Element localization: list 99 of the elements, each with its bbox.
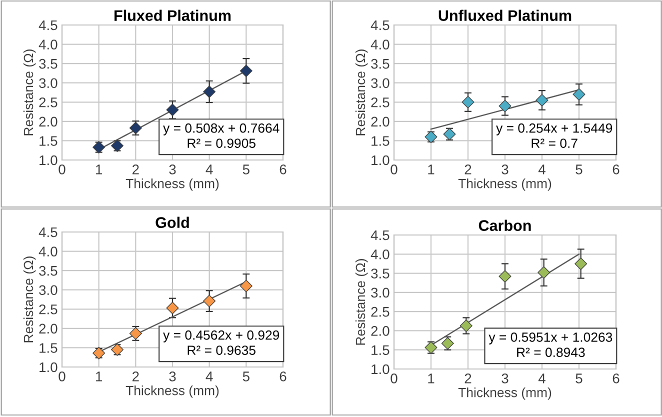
point xyxy=(203,294,216,308)
x-tick-label: 6 xyxy=(280,164,286,174)
x-tick-label: 2 xyxy=(132,164,139,174)
x-tick-label: 0 xyxy=(390,374,398,384)
chart-title: Fluxed Platinum xyxy=(114,10,231,21)
x-tick-label: 0 xyxy=(58,164,66,174)
y-tick-label: 4.5 xyxy=(370,20,390,30)
annotation: y = 0.4562x + 0.929 xyxy=(163,330,280,342)
y-tick-label: 4.0 xyxy=(370,40,390,50)
y-tick-label: 2.0 xyxy=(371,326,390,336)
point xyxy=(441,337,454,350)
x-tick-label: 5 xyxy=(242,372,250,382)
annotation: R² = 0.8943 xyxy=(517,348,585,358)
x-tick-label: 4 xyxy=(206,164,213,174)
x-tick-label: 6 xyxy=(280,372,286,382)
x-tick-label: 3 xyxy=(169,372,176,382)
y-tick-label: 2.0 xyxy=(39,116,58,127)
y-tick-label: 1.0 xyxy=(372,155,390,166)
point xyxy=(92,346,106,360)
y-tick-label: 3.0 xyxy=(39,285,58,296)
x-tick-label: 4 xyxy=(206,372,213,382)
y-tick-label: 1.5 xyxy=(40,343,58,353)
x-tick-label: 1 xyxy=(428,374,434,384)
point xyxy=(166,104,179,116)
y-tick-label: 1.0 xyxy=(40,362,58,372)
point xyxy=(538,266,550,279)
x-tick-label: 3 xyxy=(502,164,508,174)
point xyxy=(498,100,512,112)
y-axis-title: Resistance (Ω) xyxy=(23,256,36,342)
y-tick-label: 2.5 xyxy=(371,97,390,108)
chart-title: Gold xyxy=(156,216,189,228)
y-tick-label: 4.5 xyxy=(370,230,390,240)
point xyxy=(462,96,474,108)
x-tick-label: 2 xyxy=(464,374,472,384)
y-tick-label: 1.5 xyxy=(372,136,390,146)
x-tick-label: 4 xyxy=(538,374,546,384)
annotation: R² = 0.9905 xyxy=(188,138,256,148)
annotation: y = 0.5951x + 1.0263 xyxy=(488,332,612,344)
x-tick-label: 6 xyxy=(612,374,620,384)
x-axis-title: Thickness (mm) xyxy=(458,178,552,191)
y-tick-label: 2.5 xyxy=(371,306,390,317)
x-tick-label: 4 xyxy=(538,164,546,174)
x-tick-label: 0 xyxy=(390,164,398,174)
point xyxy=(129,122,142,134)
y-axis-title: Resistance (Ω) xyxy=(23,50,36,136)
point xyxy=(240,64,252,78)
point xyxy=(460,319,472,332)
point xyxy=(572,88,586,101)
y-tick-label: 2.5 xyxy=(39,304,58,314)
y-tick-label: 3.5 xyxy=(371,268,390,278)
point xyxy=(574,257,588,270)
y-tick-label: 4.5 xyxy=(38,20,58,30)
x-tick-label: 5 xyxy=(576,374,582,384)
x-tick-label: 3 xyxy=(169,164,176,174)
chart-title: Unfluxed Platinum xyxy=(438,10,572,21)
x-tick-label: 1 xyxy=(96,372,102,382)
point xyxy=(536,94,548,106)
y-tick-label: 3.5 xyxy=(39,58,58,69)
annotation: y = 0.508x + 0.7664 xyxy=(163,123,280,136)
y-tick-label: 3.5 xyxy=(371,58,390,69)
y-tick-label: 2.0 xyxy=(371,116,390,127)
y-axis-title: Resistance (Ω) xyxy=(355,259,368,345)
point xyxy=(203,85,216,98)
y-tick-label: 3.0 xyxy=(371,78,390,88)
x-tick-label: 1 xyxy=(96,164,102,174)
x-tick-label: 3 xyxy=(502,374,508,384)
y-tick-label: 3.0 xyxy=(371,288,390,298)
y-tick-label: 1.5 xyxy=(40,136,58,146)
x-tick-label: 2 xyxy=(132,372,139,382)
y-tick-label: 1.0 xyxy=(372,364,390,374)
annotation: y = 0.254x + 1.5449 xyxy=(496,123,612,136)
y-tick-label: 4.5 xyxy=(38,227,58,238)
x-tick-label: 5 xyxy=(242,164,250,174)
y-tick-label: 2.0 xyxy=(39,324,58,334)
x-axis-title: Thickness (mm) xyxy=(126,178,219,191)
y-tick-label: 2.5 xyxy=(39,97,58,108)
y-tick-label: 4.0 xyxy=(38,246,58,256)
annotation: R² = 0.7 xyxy=(532,138,578,148)
x-tick-label: 5 xyxy=(576,164,582,174)
point xyxy=(166,302,179,314)
y-tick-label: 4.0 xyxy=(38,40,58,50)
y-axis-title: Resistance (Ω) xyxy=(355,50,368,136)
y-tick-label: 1.5 xyxy=(372,345,390,356)
point xyxy=(92,141,106,154)
y-tick-label: 4.0 xyxy=(370,249,390,260)
point xyxy=(240,280,252,292)
annotation: R² = 0.9635 xyxy=(188,346,256,355)
x-axis-title: Thickness (mm) xyxy=(458,388,552,400)
point xyxy=(129,327,142,340)
y-tick-label: 3.5 xyxy=(39,266,58,276)
chart-title: Carbon xyxy=(478,220,531,231)
point xyxy=(498,270,512,283)
x-tick-label: 6 xyxy=(612,164,620,174)
y-tick-label: 3.0 xyxy=(39,78,58,88)
x-tick-label: 0 xyxy=(58,372,66,382)
x-tick-label: 2 xyxy=(464,164,472,174)
x-tick-label: 1 xyxy=(428,164,434,174)
y-tick-label: 1.0 xyxy=(40,155,58,166)
x-axis-title: Thickness (mm) xyxy=(126,386,219,398)
